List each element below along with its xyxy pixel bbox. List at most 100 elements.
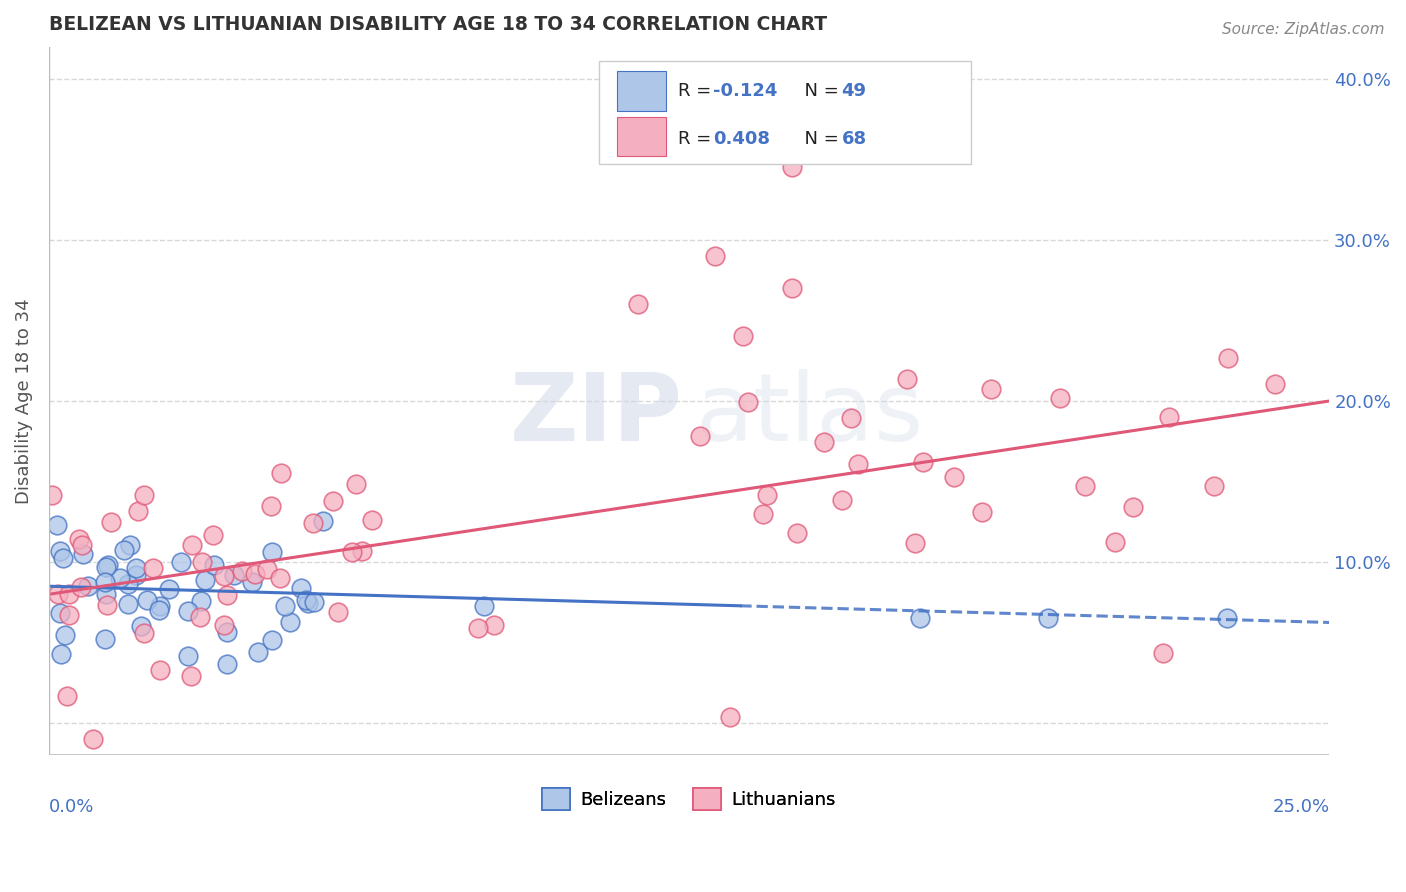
- Point: [780, 281, 803, 295]
- Point: [256, 562, 278, 576]
- Point: [273, 599, 295, 613]
- Text: Source: ZipAtlas.com: Source: ZipAtlas.com: [1222, 22, 1385, 37]
- Point: [627, 297, 650, 311]
- Point: [326, 605, 349, 619]
- Point: [215, 657, 238, 671]
- Point: [112, 543, 135, 558]
- Point: [482, 618, 505, 632]
- Point: [149, 599, 172, 614]
- Point: [904, 536, 927, 550]
- Point: [1122, 500, 1144, 514]
- Point: [312, 514, 335, 528]
- Point: [125, 560, 148, 574]
- Point: [813, 435, 835, 450]
- Point: [217, 624, 239, 639]
- FancyBboxPatch shape: [599, 61, 970, 163]
- Point: [202, 558, 225, 572]
- Point: [360, 512, 382, 526]
- Point: [896, 372, 918, 386]
- Point: [94, 559, 117, 574]
- Point: [270, 466, 292, 480]
- Point: [737, 395, 759, 409]
- Point: [689, 429, 711, 443]
- Text: 49: 49: [841, 82, 866, 100]
- Point: [190, 555, 212, 569]
- Point: [344, 476, 367, 491]
- Point: [49, 543, 72, 558]
- Point: [472, 599, 495, 614]
- Point: [120, 538, 142, 552]
- Text: N =: N =: [793, 82, 845, 100]
- Point: [82, 732, 104, 747]
- Point: [297, 596, 319, 610]
- Point: [1202, 479, 1225, 493]
- Point: [117, 577, 139, 591]
- Point: [76, 579, 98, 593]
- Text: 25.0%: 25.0%: [1272, 797, 1329, 816]
- Point: [127, 504, 149, 518]
- Point: [132, 488, 155, 502]
- Point: [212, 569, 235, 583]
- Point: [703, 249, 725, 263]
- Point: [240, 575, 263, 590]
- Point: [188, 609, 211, 624]
- Point: [136, 593, 159, 607]
- Point: [912, 455, 935, 469]
- Point: [970, 505, 993, 519]
- Point: [1159, 410, 1181, 425]
- Point: [49, 647, 72, 661]
- Point: [1152, 647, 1174, 661]
- Point: [94, 587, 117, 601]
- Point: [1074, 479, 1097, 493]
- Point: [780, 161, 803, 175]
- Point: [212, 618, 235, 632]
- Point: [202, 527, 225, 541]
- Y-axis label: Disability Age 18 to 34: Disability Age 18 to 34: [15, 298, 32, 504]
- Point: [752, 508, 775, 522]
- Text: R =: R =: [678, 82, 717, 100]
- Point: [222, 567, 245, 582]
- Point: [839, 411, 862, 425]
- Point: [52, 550, 75, 565]
- Point: [94, 632, 117, 646]
- Point: [352, 544, 374, 558]
- Point: [46, 517, 69, 532]
- Point: [194, 573, 217, 587]
- FancyBboxPatch shape: [617, 70, 666, 111]
- Text: BELIZEAN VS LITHUANIAN DISABILITY AGE 18 TO 34 CORRELATION CHART: BELIZEAN VS LITHUANIAN DISABILITY AGE 18…: [49, 15, 827, 34]
- Point: [943, 470, 966, 484]
- Point: [1104, 535, 1126, 549]
- Point: [1049, 391, 1071, 405]
- Point: [67, 532, 90, 546]
- Point: [94, 574, 117, 589]
- Point: [96, 599, 118, 613]
- Text: ZIP: ZIP: [510, 369, 683, 461]
- Point: [260, 545, 283, 559]
- FancyBboxPatch shape: [617, 117, 666, 156]
- Point: [980, 382, 1002, 396]
- Point: [117, 597, 139, 611]
- Point: [125, 568, 148, 582]
- Point: [177, 648, 200, 663]
- Point: [41, 487, 63, 501]
- Text: R =: R =: [678, 129, 717, 147]
- Point: [786, 526, 808, 541]
- Point: [46, 587, 69, 601]
- Point: [58, 587, 80, 601]
- Point: [108, 571, 131, 585]
- Point: [53, 628, 76, 642]
- Point: [260, 499, 283, 513]
- Text: N =: N =: [793, 129, 845, 147]
- Point: [295, 593, 318, 607]
- Point: [247, 645, 270, 659]
- Text: -0.124: -0.124: [713, 82, 778, 100]
- Point: [290, 581, 312, 595]
- Point: [467, 621, 489, 635]
- Text: 68: 68: [841, 129, 866, 147]
- Point: [100, 516, 122, 530]
- Point: [322, 493, 344, 508]
- Point: [142, 561, 165, 575]
- Point: [278, 615, 301, 629]
- Point: [1216, 611, 1239, 625]
- Text: atlas: atlas: [696, 369, 924, 461]
